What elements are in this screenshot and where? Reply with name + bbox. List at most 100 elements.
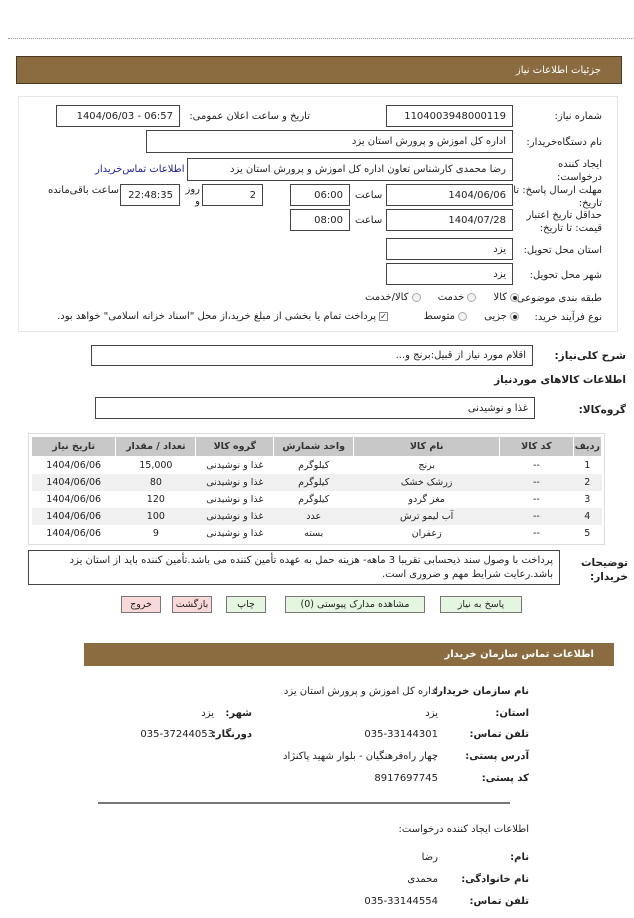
- summary-label: شرح کلی‌نیاز:: [554, 350, 626, 362]
- table-cell: 120: [146, 493, 165, 505]
- process-radio-minor[interactable]: [510, 311, 519, 321]
- province-field: یزد: [386, 238, 513, 260]
- table-cell: غذا و نوشیدنی: [195, 507, 274, 525]
- contact-title: اطلاعات تماس سازمان خریدار: [444, 649, 594, 660]
- table-row: 2 -- زرشک خشک کیلوگرم غذا و نوشیدنی 80 1404/06…: [31, 473, 602, 491]
- remaining-label: ساعت باقی‌مانده: [48, 185, 120, 196]
- top-divider: [8, 38, 634, 39]
- column-header: نام کالا: [353, 436, 501, 457]
- print-button[interactable]: چاپ: [226, 596, 266, 613]
- creator-label: ایجاد کننده درخواست:: [557, 159, 602, 183]
- table-cell: 1404/06/06: [31, 473, 116, 491]
- name-label: نام:: [510, 852, 529, 863]
- table-cell: 1404/06/06: [46, 527, 102, 539]
- table-cell: بسته: [304, 527, 324, 539]
- table-cell: --: [499, 507, 574, 525]
- table-cell: عدد: [273, 507, 354, 525]
- group-field: غذا و نوشیدنی: [95, 397, 535, 419]
- table-row: 3 -- مغز گردو کیلوگرم غذا و نوشیدنی 120 1404/0…: [32, 491, 602, 508]
- table-cell: 1404/06/06: [31, 507, 116, 525]
- table-row: 4 -- آب لیمو ترش عدد غذا و نوشیدنی 100 1404/06…: [31, 507, 602, 525]
- contact-province-value: یزد: [425, 708, 438, 719]
- column-header: تاریخ نیاز: [30, 436, 117, 457]
- deadline-time-field: 06:00: [290, 184, 350, 206]
- need-number-field: 1104003948000119: [386, 105, 513, 127]
- category-radio-both[interactable]: [411, 292, 421, 302]
- contact-phone-value: 035-33144301: [364, 729, 438, 740]
- group-label: گروه‌کالا:: [578, 404, 626, 416]
- contact-city-label: شهر:: [225, 708, 252, 719]
- table-row: 5 -- زعفران بسته غذا و نوشیدنی 9 1404/06/06: [32, 525, 602, 542]
- details-panel: [18, 96, 618, 332]
- creator-phone-label: تلفن تماس:: [469, 896, 529, 907]
- table-row: 1 -- برنج کیلوگرم غذا و نوشیدنی 15,000 1404/06…: [32, 457, 602, 474]
- announce-label: تاریخ و ساعت اعلان عمومی:: [189, 111, 310, 122]
- page-title: جزئیات اطلاعات نیاز: [515, 64, 601, 76]
- table-cell: 5: [584, 527, 591, 539]
- exit-button[interactable]: خروج: [121, 596, 161, 613]
- table-cell: --: [532, 527, 540, 539]
- creator-phone-value: 035-33144554: [364, 896, 438, 907]
- table-cell: برنج: [418, 459, 435, 471]
- table-cell: مغز گردو: [408, 493, 445, 505]
- goods-table: ردیف کد کالا نام کالا واحد شمارش گروه کالا تع…: [30, 436, 603, 542]
- table-cell: زرشک خشک: [353, 473, 500, 491]
- category-radio-goods[interactable]: [510, 292, 519, 302]
- column-header: کد کالا: [499, 436, 574, 457]
- validity-time-label: ساعت: [355, 215, 383, 226]
- payment-note: پرداخت تمام یا بخشی از مبلغ خرید،از محل …: [57, 311, 376, 322]
- city-field: یزد: [386, 263, 513, 285]
- creator-field: رضا محمدی کارشناس تعاون اداره کل اموزش و…: [187, 158, 513, 181]
- table-cell: آب لیمو ترش: [353, 507, 500, 525]
- fax-label: دورنگار:: [211, 729, 252, 740]
- buyer-field: اداره کل اموزش و پرورش استان یزد: [146, 130, 513, 153]
- table-cell: زعفران: [411, 527, 442, 539]
- table-cell: غذا و نوشیدنی: [195, 473, 274, 491]
- category-radio-group: کالا خدمت کالا/خدمت: [365, 292, 522, 303]
- validity-label: حداقل تاریخ اعتبار قیمت: تا تاریخ:: [526, 210, 602, 234]
- name-value: رضا: [421, 852, 438, 863]
- category-option-goods: کالا: [493, 292, 507, 303]
- deadline-date-field: 1404/06/06: [386, 184, 513, 206]
- city-label: شهر محل تحویل:: [529, 270, 602, 281]
- postal-label: کد پستی:: [481, 773, 529, 784]
- page-header: جزئیات اطلاعات نیاز: [16, 56, 622, 84]
- table-cell: کیلوگرم: [273, 473, 354, 491]
- back-button[interactable]: بازگشت: [172, 596, 212, 613]
- column-header: تعداد / مقدار: [115, 436, 197, 457]
- payment-option: ✓پرداخت تمام یا بخشی از مبلغ خرید،از محل…: [57, 311, 391, 322]
- days-field: 2: [202, 184, 263, 206]
- table-cell: غذا و نوشیدنی: [206, 493, 264, 505]
- payment-checkbox[interactable]: ✓: [379, 311, 388, 321]
- column-header: واحد شمارش: [273, 436, 355, 457]
- family-value: محمدی: [407, 874, 438, 885]
- process-radio-medium[interactable]: [457, 311, 467, 321]
- table-cell: 3: [584, 493, 591, 505]
- table-cell: 1: [584, 459, 591, 471]
- process-option-medium: متوسط: [423, 311, 455, 322]
- table-cell: --: [532, 493, 540, 505]
- process-radio-group: جزیی متوسط: [424, 311, 522, 322]
- address-label: آدرس پستی:: [465, 751, 529, 762]
- deadline-time-label: ساعت: [355, 190, 383, 201]
- fax-value: 035-37244053: [140, 729, 214, 740]
- org-label: نام سازمان خریدار:: [433, 686, 529, 697]
- column-header: ردیف: [572, 436, 603, 457]
- postal-value: 8917697745: [374, 773, 438, 784]
- days-label: روز و: [185, 184, 201, 207]
- table-cell: 1404/06/06: [46, 459, 102, 471]
- category-option-service: خدمت: [437, 292, 465, 303]
- need-number-label: شماره نیاز:: [554, 111, 603, 122]
- table-cell: --: [532, 459, 540, 471]
- attachments-button[interactable]: مشاهده مدارک پیوستی (0): [285, 596, 425, 613]
- contact-province-label: استان:: [495, 708, 529, 719]
- summary-field: اقلام مورد نیاز از قبیل:برنج و...: [91, 345, 533, 366]
- contact-header: اطلاعات تماس سازمان خریدار: [84, 643, 614, 666]
- reply-button[interactable]: پاسخ به نیاز: [440, 596, 522, 613]
- category-radio-service[interactable]: [467, 292, 477, 302]
- table-cell: کیلوگرم: [298, 459, 330, 471]
- deadline-label: مهلت ارسال پاسخ: تا تاریخ:: [513, 185, 602, 209]
- buyer-contact-link[interactable]: اطلاعات تماس‌خریدار: [95, 164, 185, 175]
- table-cell: 80: [115, 473, 196, 491]
- province-label: استان محل تحویل:: [523, 245, 602, 256]
